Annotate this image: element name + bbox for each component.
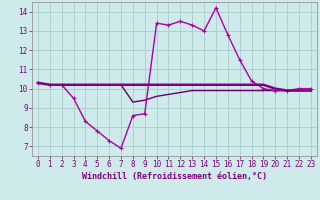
X-axis label: Windchill (Refroidissement éolien,°C): Windchill (Refroidissement éolien,°C) xyxy=(82,172,267,181)
